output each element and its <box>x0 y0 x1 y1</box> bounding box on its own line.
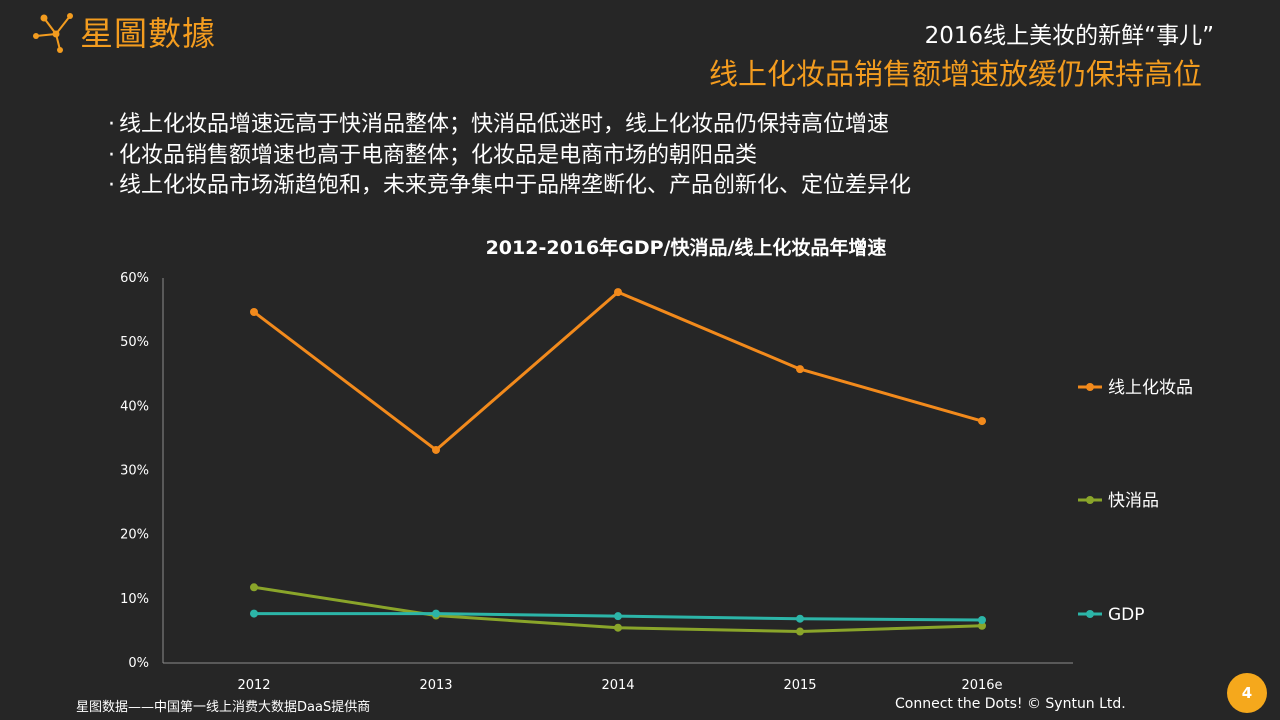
data-point <box>796 627 804 636</box>
bullet-item: · 线上化妆品增速远高于快消品整体；快消品低迷时，线上化妆品仍保持高位增速 <box>108 110 911 141</box>
y-tick-label: 0% <box>128 656 149 671</box>
y-tick-label: 30% <box>120 464 149 479</box>
footer-tagline: 星图数据——中国第一线上消费大数据DaaS提供商 <box>76 700 371 715</box>
bullet-text: 线上化妆品增速远高于快消品整体；快消品低迷时，线上化妆品仍保持高位增速 <box>119 112 890 137</box>
data-point <box>432 609 440 618</box>
data-point <box>250 308 258 317</box>
bullet-item: · 化妆品销售额增速也高于电商整体；化妆品是电商市场的朝阳品类 <box>108 141 911 172</box>
y-tick-label: 10% <box>120 592 149 607</box>
page-number-badge: 4 <box>1227 673 1267 713</box>
x-tick-label: 2016e <box>961 678 1002 693</box>
logo-text: 星圖數據 <box>80 13 216 53</box>
bullet-list: · 线上化妆品增速远高于快消品整体；快消品低迷时，线上化妆品仍保持高位增速 · 化妆… <box>108 110 911 202</box>
legend-swatch-marker <box>1086 496 1094 504</box>
series-line <box>253 290 983 452</box>
data-point <box>796 614 804 623</box>
legend-label: GDP <box>1108 605 1145 625</box>
x-tick-label: 2013 <box>419 678 452 693</box>
page-subtitle: 2016线上美妆的新鲜“事儿” <box>924 23 1214 49</box>
y-tick-label: 20% <box>120 528 149 543</box>
footer-copyright: Connect the Dots! © Syntun Ltd. <box>895 696 1126 712</box>
page-title: 线上化妆品销售额增速放缓仍保持高位 <box>708 57 1202 91</box>
data-point <box>432 445 440 454</box>
bullet-dot: · <box>108 142 115 168</box>
bullet-item: · 线上化妆品市场渐趋饱和，未来竞争集中于品牌垄断化、产品创新化、定位差异化 <box>108 171 911 202</box>
brand-logo: 星圖數據 <box>30 12 216 54</box>
legend-label: 快消品 <box>1108 491 1159 511</box>
data-point <box>614 288 622 297</box>
bullet-text: 化妆品销售额增速也高于电商整体；化妆品是电商市场的朝阳品类 <box>119 142 758 168</box>
x-tick-label: 2012 <box>237 678 270 693</box>
chart-title: 2012-2016年GDP/快消品/线上化妆品年增速 <box>485 237 887 259</box>
bullet-dot: · <box>108 112 115 137</box>
legend-swatch-marker <box>1086 383 1094 391</box>
data-point <box>796 365 804 374</box>
bullet-text: 线上化妆品市场渐趋饱和，未来竞争集中于品牌垄断化、产品创新化、定位差异化 <box>119 173 912 198</box>
legend-swatch-marker <box>1086 610 1094 618</box>
legend-label: 线上化妆品 <box>1108 378 1193 398</box>
data-point <box>614 623 622 632</box>
x-tick-label: 2014 <box>601 678 634 693</box>
constellation-logo-icon <box>33 13 73 53</box>
data-point <box>978 616 986 625</box>
bullet-dot: · <box>108 173 115 198</box>
data-point <box>978 417 986 426</box>
y-tick-label: 40% <box>120 399 149 414</box>
x-tick-label: 2015 <box>783 678 816 693</box>
y-tick-label: 50% <box>120 335 149 350</box>
data-point <box>250 583 258 592</box>
data-point <box>978 621 986 630</box>
data-point <box>250 609 258 618</box>
data-point <box>614 612 622 621</box>
y-tick-label: 60% <box>120 271 149 286</box>
